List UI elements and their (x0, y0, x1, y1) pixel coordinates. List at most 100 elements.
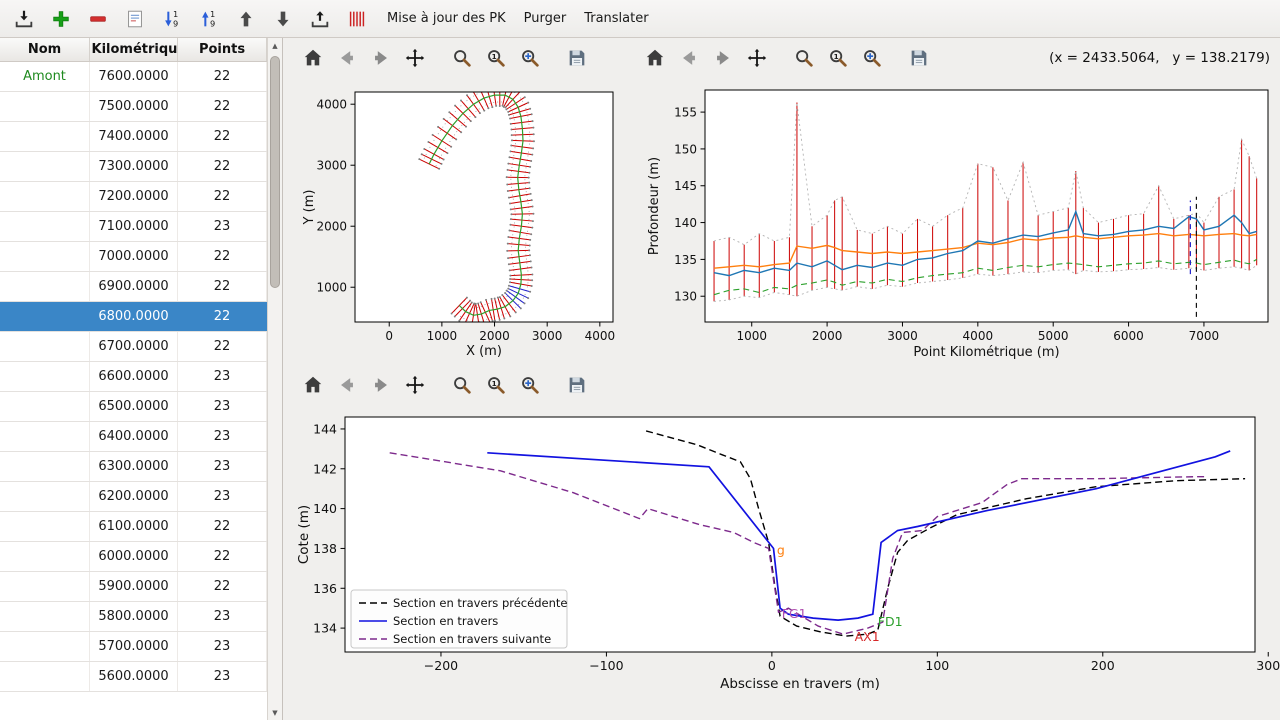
svg-text:Cote (m): Cote (m) (296, 505, 312, 564)
zoom-button[interactable] (448, 372, 475, 399)
back-button[interactable] (675, 45, 702, 72)
profile-chart[interactable]: 1000 2000 3000 4000 5000 6000 7000 130 135 140 145… (625, 78, 1280, 365)
zoom-plus-button[interactable] (516, 45, 543, 72)
table-row[interactable]: 5700.0000 23 (0, 632, 267, 662)
table-row[interactable]: Amont 7600.0000 22 (0, 62, 267, 92)
table-row[interactable]: 6600.0000 23 (0, 362, 267, 392)
forward-button[interactable] (709, 45, 736, 72)
table-row[interactable]: 6900.0000 22 (0, 272, 267, 302)
table-row[interactable]: 6500.0000 23 (0, 392, 267, 422)
svg-text:1000: 1000 (316, 281, 347, 295)
move-down-button[interactable] (269, 5, 296, 32)
cursor-coordinates-readout: (x = 2433.5064, y = 138.2179) (1049, 50, 1270, 66)
table-row[interactable]: 6200.0000 23 (0, 482, 267, 512)
forward-button[interactable] (367, 45, 394, 72)
menu-item-0[interactable]: Mise à jour des PK (387, 11, 506, 26)
column-header-pk[interactable]: t Kilométrique (90, 38, 178, 61)
zoom-button[interactable] (448, 45, 475, 72)
table-row[interactable]: 7200.0000 22 (0, 182, 267, 212)
svg-text:FG1: FG1 (782, 606, 807, 621)
zoom-plus-button[interactable] (858, 45, 885, 72)
menu-item-1[interactable]: Purger (523, 11, 567, 26)
table-row[interactable]: 5600.0000 23 (0, 662, 267, 692)
table-row[interactable]: 5800.0000 23 (0, 602, 267, 632)
svg-text:136: 136 (313, 581, 337, 596)
svg-text:2000: 2000 (479, 329, 510, 343)
plan-nav-toolbar: 1 (299, 45, 590, 72)
scrollbar-thumb[interactable] (270, 56, 280, 288)
table-row[interactable]: 7300.0000 22 (0, 152, 267, 182)
pk-marks-button[interactable] (343, 5, 370, 32)
pan-button[interactable] (743, 45, 770, 72)
export-button[interactable] (306, 5, 333, 32)
back-button[interactable] (333, 45, 360, 72)
add-button[interactable] (47, 5, 74, 32)
table-row[interactable]: 7400.0000 22 (0, 122, 267, 152)
table-row[interactable]: 7100.0000 23 (0, 212, 267, 242)
plan-view-chart[interactable]: 0 1000 2000 3000 4000 1000 2000 3000 4000 X (m) Y … (283, 78, 625, 365)
zoom-button[interactable] (790, 45, 817, 72)
svg-text:Point Kilométrique (m): Point Kilométrique (m) (913, 345, 1059, 360)
cross-section-figure: 1 g FG1 AX1 FD1 Section en travers précédent… (283, 365, 1280, 720)
zoom-one-icon: 1 (829, 50, 847, 67)
zoom-one-icon: 1 (487, 50, 505, 67)
move-up-button[interactable] (232, 5, 259, 32)
svg-text:100: 100 (925, 658, 949, 673)
forward-icon (374, 378, 387, 392)
home-button[interactable] (299, 45, 326, 72)
svg-text:3000: 3000 (887, 329, 918, 343)
home-button[interactable] (641, 45, 668, 72)
svg-text:200: 200 (1091, 658, 1115, 673)
import-button[interactable] (10, 5, 37, 32)
svg-text:3000: 3000 (316, 159, 347, 173)
table-row[interactable]: 6300.0000 23 (0, 452, 267, 482)
svg-text:9: 9 (210, 18, 215, 28)
remove-button[interactable] (84, 5, 111, 32)
back-icon (682, 51, 695, 65)
table-row[interactable]: 6000.0000 22 (0, 542, 267, 572)
svg-text:0: 0 (385, 329, 393, 343)
svg-text:Section en travers suivante: Section en travers suivante (393, 632, 551, 646)
svg-text:130: 130 (674, 290, 697, 304)
pk-marks-icon (349, 11, 364, 26)
table-row[interactable]: 5900.0000 22 (0, 572, 267, 602)
save-button[interactable] (563, 45, 590, 72)
table-row[interactable]: 6700.0000 22 (0, 332, 267, 362)
save-button[interactable] (563, 372, 590, 399)
table-scrollbar[interactable]: ▲ ▼ (267, 38, 282, 720)
zoom-plus-button[interactable] (516, 372, 543, 399)
forward-button[interactable] (367, 372, 394, 399)
zoom-one-button[interactable]: 1 (824, 45, 851, 72)
table-row[interactable]: 6100.0000 22 (0, 512, 267, 542)
save-icon (911, 50, 926, 66)
svg-text:1000: 1000 (736, 329, 767, 343)
table-body: Amont 7600.0000 22 7500.0000 22 7400.0000 22 73… (0, 62, 267, 720)
notes-button[interactable] (121, 5, 148, 32)
pan-button[interactable] (401, 372, 428, 399)
table-row[interactable]: 6400.0000 23 (0, 422, 267, 452)
svg-text:−100: −100 (589, 658, 623, 673)
back-button[interactable] (333, 372, 360, 399)
table-row[interactable]: 7500.0000 22 (0, 92, 267, 122)
forward-icon (374, 51, 387, 65)
scroll-down-icon[interactable]: ▼ (272, 708, 278, 717)
scroll-up-icon[interactable]: ▲ (272, 41, 278, 50)
table-row[interactable]: 6800.0000 22 (0, 302, 267, 332)
move-down-icon (277, 11, 288, 26)
pan-icon (405, 48, 424, 68)
home-button[interactable] (299, 372, 326, 399)
svg-text:g: g (777, 542, 785, 557)
zoom-one-button[interactable]: 1 (482, 372, 509, 399)
menu-item-2[interactable]: Translater (584, 11, 649, 26)
zoom-one-button[interactable]: 1 (482, 45, 509, 72)
svg-text:9: 9 (173, 18, 178, 28)
pan-button[interactable] (401, 45, 428, 72)
column-header-nom[interactable]: Nom (0, 38, 90, 61)
table-row[interactable]: 7000.0000 22 (0, 242, 267, 272)
save-button[interactable] (905, 45, 932, 72)
column-header-points[interactable]: Points (178, 38, 267, 61)
